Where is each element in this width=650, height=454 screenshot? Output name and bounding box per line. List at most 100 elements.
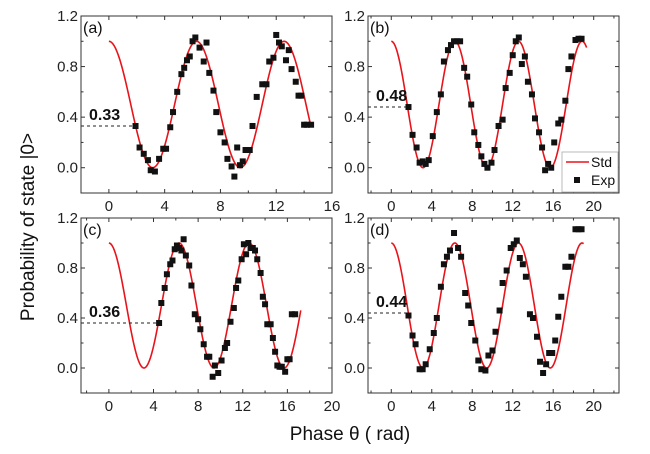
x-tick-label: 16 (279, 398, 296, 415)
y-tick-label: 0.4 (57, 109, 78, 126)
exp-point (478, 153, 485, 160)
exp-point (264, 321, 271, 328)
exp-point (288, 66, 295, 73)
exp-point (286, 356, 293, 363)
exp-point (440, 261, 447, 268)
exp-point (140, 150, 147, 157)
exp-point (405, 312, 412, 319)
y-tick-label: 1.2 (344, 210, 365, 227)
exp-point (510, 241, 517, 248)
x-tick-label: 12 (268, 198, 285, 215)
exp-point (437, 91, 444, 98)
exp-point (239, 158, 246, 165)
exp-point (191, 311, 198, 318)
exp-point (482, 367, 489, 374)
x-tick-label: 0 (387, 398, 395, 415)
exp-point (253, 93, 260, 100)
exp-point (509, 52, 516, 59)
std-curve (391, 242, 585, 369)
exp-point (238, 256, 245, 263)
legend-box (561, 151, 619, 193)
exp-point (233, 285, 240, 291)
exp-point (249, 122, 256, 129)
exp-point (499, 280, 506, 286)
exp-point (267, 321, 274, 328)
exp-point (210, 87, 217, 94)
exp-point (499, 116, 506, 123)
exp-point (437, 283, 444, 290)
x-tick-label: 0 (387, 198, 395, 215)
y-tick-label: 0.8 (344, 59, 365, 76)
exp-point (262, 301, 269, 308)
exp-point (178, 71, 185, 78)
exp-point (203, 39, 210, 46)
exp-point (492, 328, 499, 335)
exp-point (303, 121, 310, 128)
exp-point (236, 162, 243, 169)
exp-point (454, 38, 461, 45)
exp-point (552, 337, 559, 344)
exp-point (206, 69, 213, 76)
exp-point (416, 366, 423, 373)
exp-point (575, 226, 582, 233)
exp-point (285, 47, 292, 54)
exp-point (512, 38, 519, 45)
exp-point (462, 290, 469, 296)
exp-point (422, 160, 429, 167)
exp-point (491, 147, 498, 154)
exp-point (555, 120, 562, 127)
exp-point (282, 57, 289, 64)
x-tick-label: 16 (545, 198, 562, 215)
exp-point (451, 230, 458, 236)
exp-point (246, 147, 253, 154)
x-tick-label: 20 (324, 398, 341, 415)
y-tick-label: 0.0 (57, 160, 78, 177)
exp-point (578, 35, 585, 42)
exp-point (259, 293, 266, 300)
exp-point (572, 226, 579, 233)
exp-point (468, 101, 475, 108)
exp-point (163, 271, 170, 278)
x-tick-label: 4 (149, 398, 157, 415)
exp-point (224, 155, 231, 162)
exp-point (478, 366, 485, 373)
x-tick-label: 12 (234, 398, 251, 415)
exp-point (575, 35, 582, 42)
exp-point (196, 44, 203, 51)
x-tick-label: 12 (504, 398, 521, 415)
exp-point (270, 54, 277, 61)
x-tick-label: 20 (585, 398, 602, 415)
x-tick-label: 8 (194, 398, 202, 415)
exp-point (461, 64, 468, 71)
panel-a: 0 4 8 12 16 0.0 0.4 0.8 1.2 (a) 0.33 (57, 8, 340, 215)
plot-frame (367, 15, 620, 194)
y-tick-label: 0.0 (344, 360, 365, 377)
plot-frame (80, 217, 333, 394)
exp-point (440, 58, 447, 65)
exp-point (163, 145, 170, 152)
exp-point (231, 173, 238, 180)
exp-point (451, 38, 458, 45)
exp-point (518, 61, 525, 68)
exp-point (215, 370, 222, 376)
exp-point (572, 37, 579, 44)
y-tick-label: 1.2 (344, 8, 365, 25)
x-axis-title: Phase θ ( rad) (290, 424, 410, 445)
exp-point (458, 253, 465, 260)
exp-point (266, 58, 273, 65)
exp-point (409, 332, 416, 339)
exp-point (308, 121, 315, 128)
exp-point (195, 316, 202, 323)
exp-point (292, 311, 299, 318)
exp-point (276, 39, 283, 46)
y-tick-label: 0.0 (57, 360, 78, 377)
exp-point (465, 302, 472, 309)
exp-point (147, 167, 154, 174)
x-tick-label: 4 (160, 198, 168, 215)
panel-b: 0 4 8 12 16 20 0.0 0.4 0.8 1.2 (b) 0.48 (344, 8, 620, 215)
exp-point (170, 109, 177, 116)
exp-point (211, 362, 218, 369)
exp-point (174, 88, 181, 95)
exp-point (156, 155, 163, 162)
exp-point (539, 144, 546, 151)
